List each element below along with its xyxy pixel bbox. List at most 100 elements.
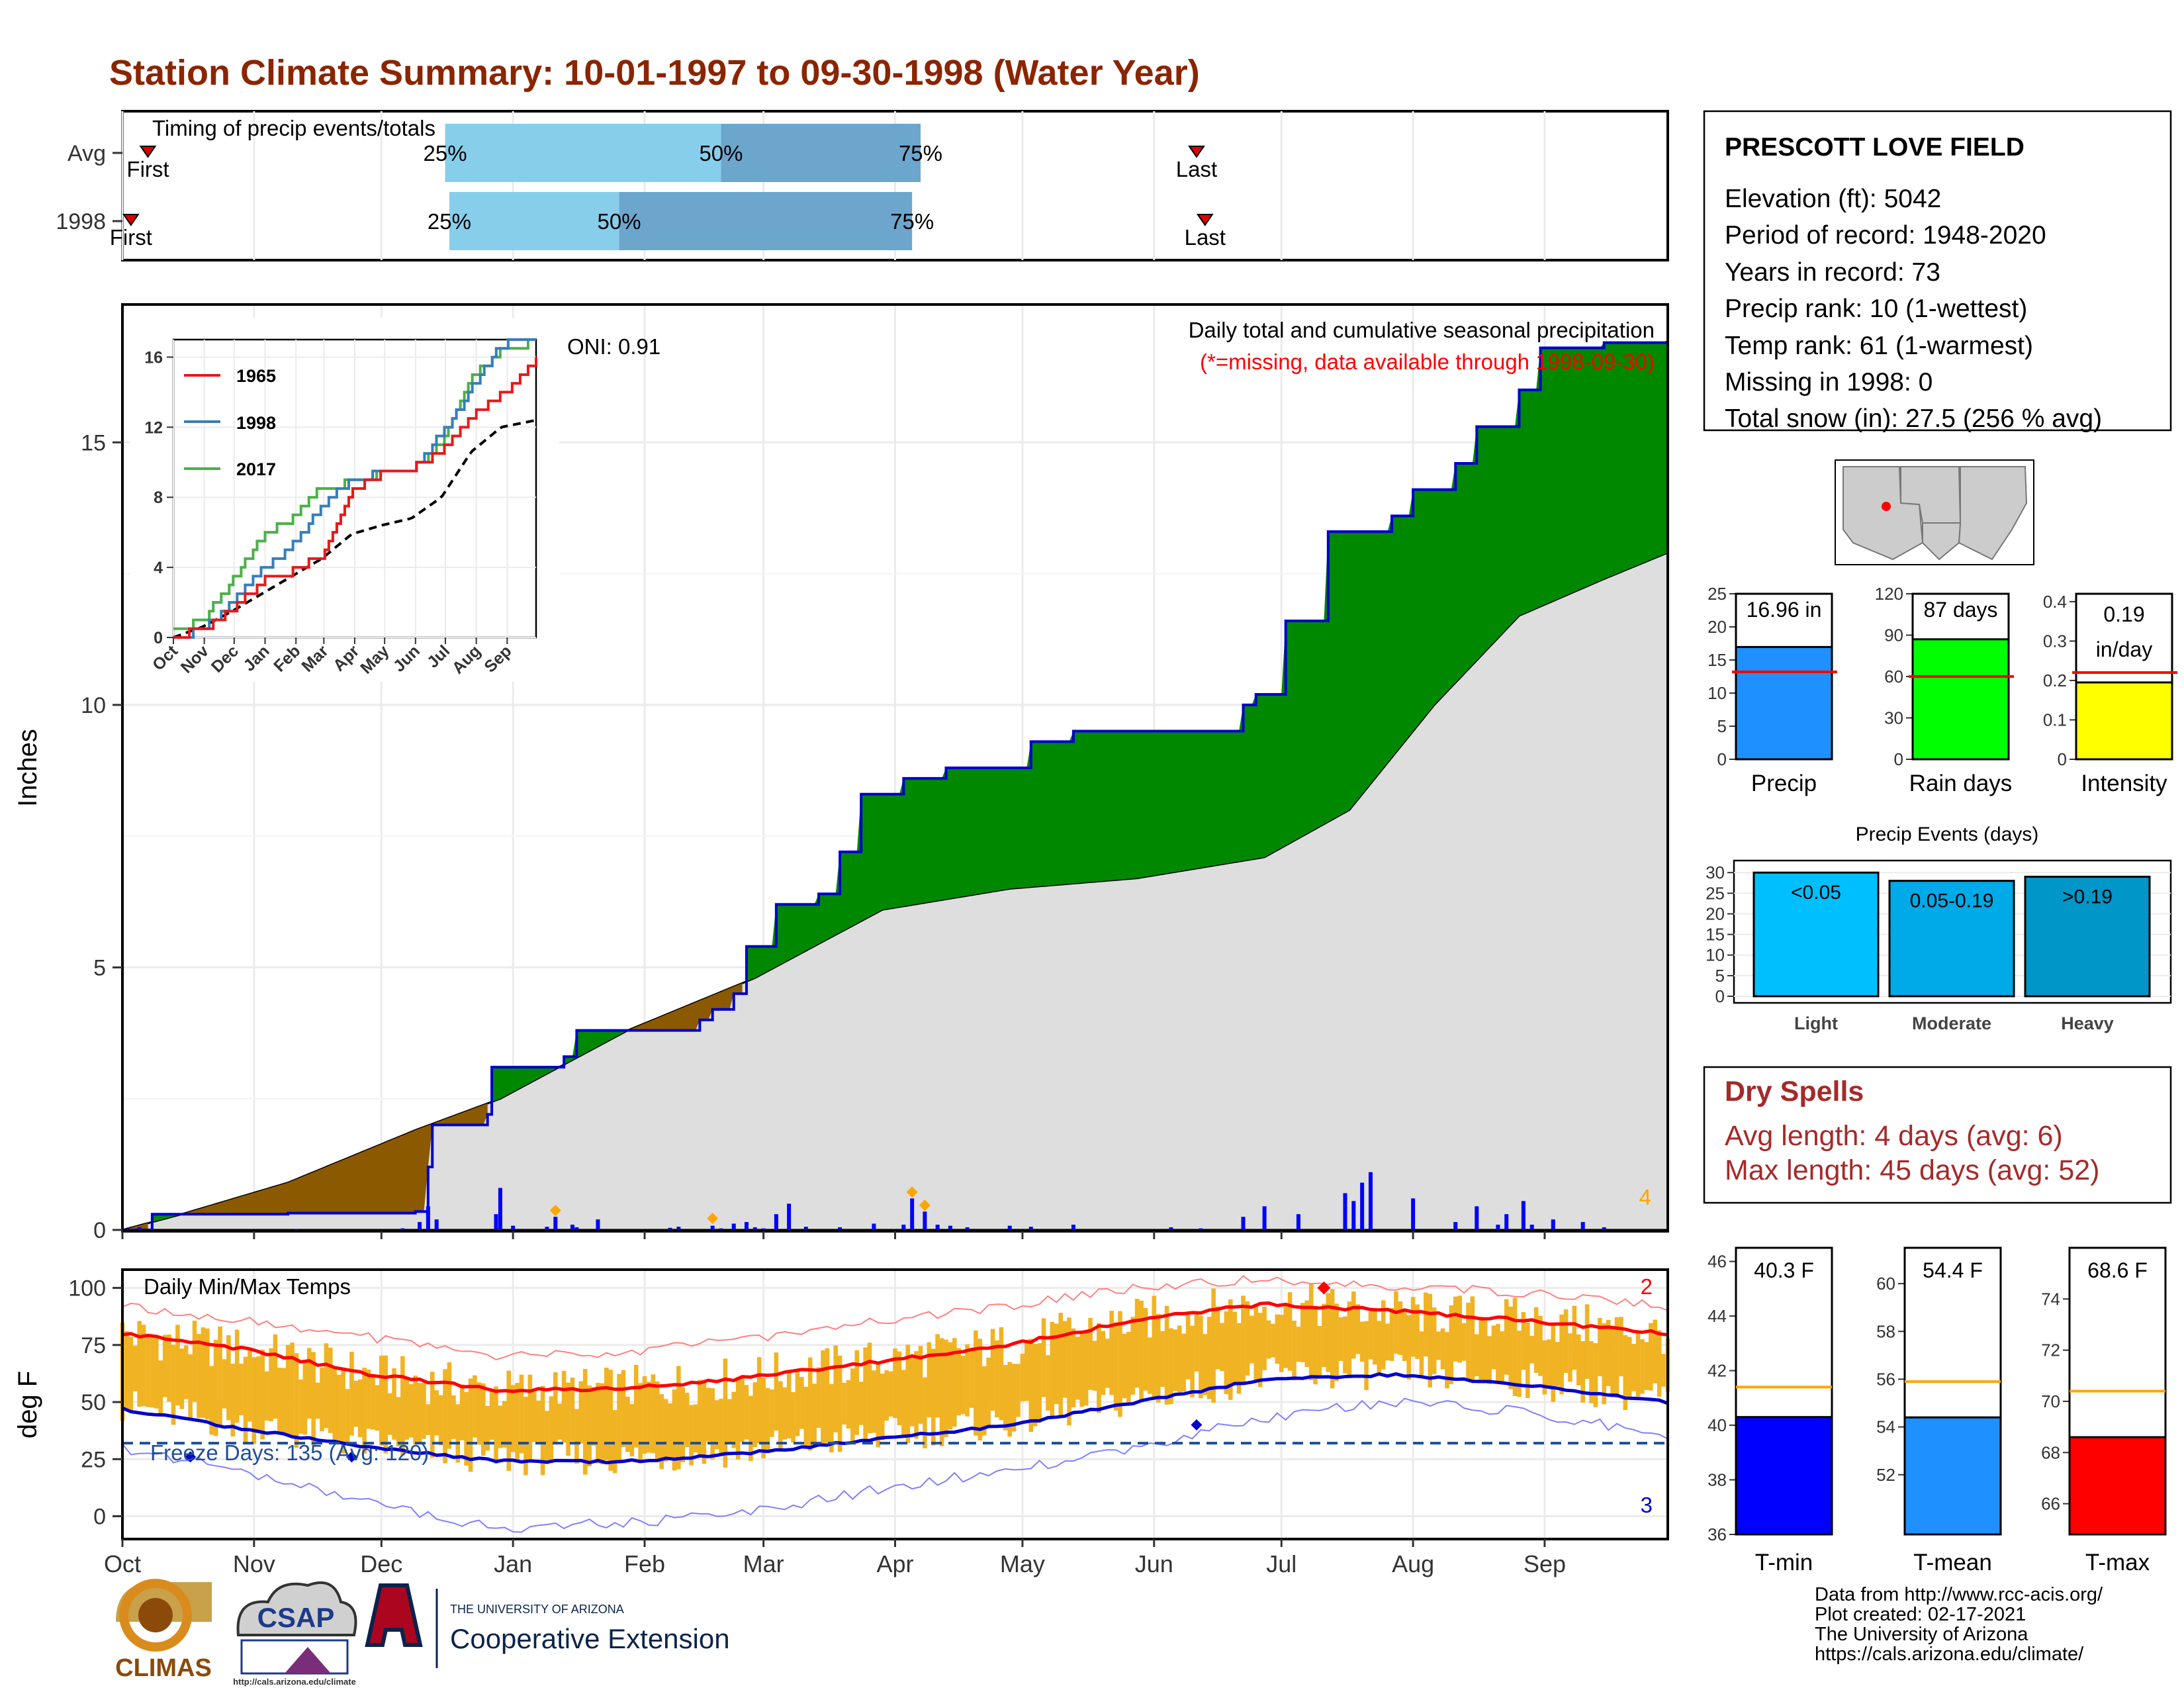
daily-temp-bar bbox=[778, 1381, 783, 1449]
normal-max-line bbox=[122, 1301, 1668, 1393]
daily-precip-bar bbox=[1475, 1206, 1479, 1230]
daily-temp-bar bbox=[290, 1342, 295, 1436]
summary-value-bar bbox=[2075, 681, 2173, 761]
daily-temp-bar bbox=[744, 1385, 749, 1440]
daily-temp-bar bbox=[659, 1394, 664, 1470]
events-y-tick-label: 15 bbox=[1706, 925, 1725, 945]
last-event-label: Last bbox=[1176, 157, 1217, 181]
daily-temp-bar bbox=[974, 1330, 978, 1436]
station-location-marker bbox=[1882, 502, 1891, 511]
daily-precip-bar bbox=[1521, 1201, 1525, 1230]
temp-summary-y-tick-label: 46 bbox=[1707, 1252, 1727, 1272]
daily-temp-bar bbox=[1046, 1355, 1050, 1411]
daily-temp-bar bbox=[923, 1377, 927, 1448]
daily-precip-bar bbox=[1262, 1206, 1267, 1230]
daily-temp-bar bbox=[531, 1391, 537, 1442]
daily-temp-bar bbox=[1126, 1331, 1131, 1405]
temp-summary-value-label: 68.6 F bbox=[2087, 1258, 2148, 1282]
daily-temp-bar bbox=[1424, 1292, 1428, 1357]
precip-corner-count: 4 bbox=[1639, 1185, 1651, 1209]
daily-precip-bar bbox=[731, 1223, 736, 1230]
precip-y-tick-label: 10 bbox=[81, 693, 106, 718]
month-label: May bbox=[1000, 1550, 1045, 1577]
daily-temp-bar bbox=[1343, 1316, 1347, 1374]
daily-temp-bar bbox=[1521, 1312, 1526, 1370]
temp-summary-value-label: 54.4 F bbox=[1923, 1258, 1983, 1282]
daily-precip-bar bbox=[137, 1227, 142, 1230]
month-label: Nov bbox=[233, 1550, 275, 1577]
daily-temp-bar bbox=[455, 1404, 461, 1463]
daily-temp-bar bbox=[587, 1385, 592, 1467]
daily-temp-bar bbox=[714, 1400, 719, 1450]
daily-temp-bar bbox=[1016, 1364, 1021, 1417]
station-line-missing: Missing in 1998: 0 bbox=[1725, 368, 1933, 397]
daily-temp-bar bbox=[668, 1403, 672, 1459]
daily-temp-bar bbox=[765, 1387, 770, 1453]
oni-label: ONI: 0.91 bbox=[567, 334, 660, 359]
daily-precip-bar bbox=[803, 1227, 808, 1230]
daily-temp-bar bbox=[1610, 1329, 1615, 1397]
daily-temp-bar bbox=[498, 1405, 503, 1448]
daily-temp-bar bbox=[519, 1374, 524, 1454]
daily-temp-bar bbox=[655, 1381, 660, 1460]
temp-summary-value-label: 40.3 F bbox=[1754, 1258, 1814, 1282]
daily-temp-bar bbox=[1173, 1329, 1178, 1391]
daily-precip-bar bbox=[910, 1198, 915, 1230]
normal-min-line bbox=[122, 1372, 1668, 1465]
inset-legend-1965: 1965 bbox=[236, 366, 276, 386]
daily-precip-bar bbox=[923, 1211, 927, 1230]
daily-temp-bar bbox=[1461, 1323, 1467, 1361]
daily-temp-bar bbox=[1657, 1330, 1662, 1397]
daily-temp-bar bbox=[1257, 1313, 1263, 1387]
summary-y-tick-label: 0 bbox=[2058, 749, 2067, 769]
daily-precip-bar bbox=[1551, 1219, 1555, 1230]
daily-temp-bar bbox=[952, 1338, 957, 1427]
daily-temp-bar bbox=[1504, 1299, 1509, 1375]
daily-temp-bar bbox=[918, 1346, 923, 1424]
daily-temp-bar bbox=[1338, 1317, 1343, 1361]
summary-y-tick-label: 20 bbox=[1707, 617, 1727, 637]
daily-temp-bar bbox=[863, 1347, 868, 1443]
precip-missing-note: (*=missing, data available through 1998-… bbox=[1200, 350, 1655, 374]
inset-line-1998 bbox=[173, 338, 536, 639]
daily-temp-bar bbox=[684, 1393, 690, 1448]
daily-temp-bar bbox=[842, 1382, 846, 1425]
precip-y-tick-label: 15 bbox=[81, 430, 106, 455]
last-event-marker bbox=[1188, 146, 1205, 158]
footer-line-university: The University of Arizona bbox=[1815, 1624, 2028, 1645]
timing-label-25: 25% bbox=[428, 209, 471, 234]
footer-logos: CLIMAS CSAP http://cals.arizona.edu/clim… bbox=[115, 1579, 730, 1687]
month-label: Mar bbox=[743, 1550, 784, 1577]
daily-temp-bar bbox=[570, 1377, 575, 1442]
daily-temp-bar bbox=[1410, 1297, 1416, 1357]
daily-temp-bar bbox=[459, 1384, 465, 1440]
daily-temp-bar bbox=[1253, 1303, 1259, 1381]
summary-bar-name: Intensity bbox=[2081, 771, 2167, 796]
daily-temp-bar bbox=[1551, 1325, 1556, 1402]
station-name: PRESCOTT LOVE FIELD bbox=[1725, 133, 2025, 162]
daily-temp-bar bbox=[1271, 1323, 1275, 1358]
daily-temp-bar bbox=[1148, 1337, 1152, 1394]
events-y-tick-label: 20 bbox=[1706, 904, 1725, 923]
daily-temp-bar bbox=[1330, 1289, 1335, 1389]
daily-temp-bar bbox=[1101, 1331, 1106, 1395]
daily-temp-bar bbox=[1589, 1341, 1594, 1403]
events-title: Precip Events (days) bbox=[1856, 823, 2039, 845]
inset-y-tick-label: 8 bbox=[154, 489, 163, 507]
daily-temp-bar bbox=[1576, 1334, 1581, 1385]
temp-panel: 0 25 50 75 100 deg F Daily Min/Max Temps Fre… bbox=[13, 1268, 1670, 1540]
daily-temp-bar bbox=[629, 1404, 635, 1457]
events-y-tick-label: 10 bbox=[1706, 945, 1725, 965]
daily-precip-bar bbox=[545, 1227, 549, 1230]
daily-temp-bar bbox=[680, 1387, 686, 1462]
daily-temp-bar bbox=[1211, 1288, 1216, 1403]
daily-temp-bar bbox=[477, 1382, 482, 1445]
daily-temp-bar bbox=[1449, 1305, 1454, 1384]
daily-temp-bar bbox=[332, 1368, 338, 1442]
inset-y-tick-label: 4 bbox=[154, 559, 163, 577]
daily-temp-bar bbox=[1623, 1335, 1628, 1411]
daily-temp-bar bbox=[1457, 1295, 1462, 1363]
daily-temp-bar bbox=[727, 1399, 732, 1444]
daily-temp-bar bbox=[1406, 1315, 1411, 1380]
